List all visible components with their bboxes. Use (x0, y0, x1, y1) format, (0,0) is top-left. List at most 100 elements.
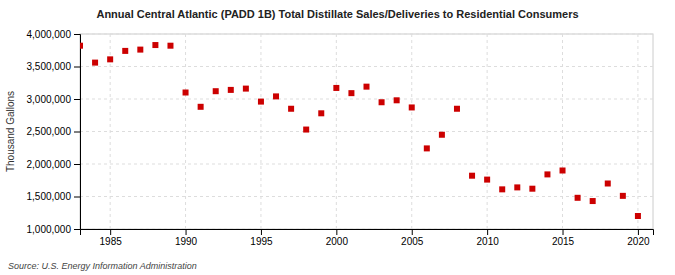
point (560, 168, 566, 174)
point (167, 43, 173, 49)
points (80, 42, 641, 219)
point (258, 99, 264, 105)
x-tick-mark (186, 229, 187, 235)
y-tick-label: 2,000,000 (27, 159, 72, 170)
y-axis-line (74, 35, 81, 230)
grid (80, 34, 653, 229)
x-tick-label: 1985 (100, 236, 123, 247)
y-tick: 1,000,000 (27, 224, 81, 235)
point (620, 193, 626, 199)
y-tick-label: 3,500,000 (27, 61, 72, 72)
y-tick: 4,000,000 (27, 29, 81, 40)
x-tick-mark (336, 229, 337, 235)
x-tick-label: 2005 (401, 236, 424, 247)
point (439, 132, 445, 138)
point (152, 42, 158, 48)
x-tick-mark (412, 229, 413, 235)
y-tick: 2,500,000 (27, 126, 81, 137)
point (122, 48, 128, 54)
x-tick-mark (563, 229, 564, 235)
point (107, 56, 113, 62)
x-axis: 1985 1990 1995 2000 2005 2010 2015 2020 (81, 229, 654, 247)
title: Annual Central Atlantic (PADD 1B) Total … (96, 8, 578, 20)
y-axis-label: Thousand Gallons (5, 91, 16, 172)
point (213, 88, 219, 94)
y-tick: 2,000,000 (27, 159, 81, 170)
y-grid-line (80, 99, 653, 100)
plot: 1985 1990 1995 2000 2005 2010 2015 2020 1,000,00… (27, 29, 654, 247)
y-tick: 1,500,000 (27, 191, 81, 202)
y-tick-mark (74, 164, 80, 165)
y-tick-label: 1,500,000 (27, 191, 72, 202)
point (364, 84, 370, 90)
x-tick-mark (487, 229, 488, 235)
x-tick-label: 1995 (250, 236, 273, 247)
x-tick-label: 1990 (175, 236, 198, 247)
point (590, 198, 596, 204)
x-tick-mark (110, 229, 111, 235)
point (575, 195, 581, 201)
x-grid-line (487, 34, 488, 229)
point (605, 181, 611, 187)
point (409, 104, 415, 110)
x-grid-line (336, 34, 337, 229)
y-tick-mark (74, 67, 80, 68)
x-tick-mark (638, 229, 639, 235)
point (454, 106, 460, 112)
point (243, 86, 249, 92)
x-tick-label: 2020 (627, 236, 650, 247)
x-tick-label: 2010 (477, 236, 500, 247)
point (348, 90, 354, 96)
x-tick: 2005 (401, 229, 424, 247)
y-grid-line (80, 131, 653, 132)
x-tick-label: 2015 (552, 236, 575, 247)
x-tick: 1985 (100, 229, 123, 247)
x-grid-line (185, 34, 186, 229)
y-grid-line (80, 66, 653, 67)
point (635, 213, 641, 219)
x-tick: 2020 (627, 229, 650, 247)
y-tick-label: 2,500,000 (27, 126, 72, 137)
point (80, 43, 83, 49)
y-tick-label: 3,000,000 (27, 94, 72, 105)
y-tick-mark (74, 132, 80, 133)
x-tick: 1995 (250, 229, 273, 247)
x-tick-mark (261, 229, 262, 235)
y-tick-mark (74, 229, 80, 230)
y-grid-line (80, 164, 653, 165)
y-tick-mark (74, 197, 80, 198)
point (273, 93, 279, 99)
y-axis: 1,000,000 1,500,000 2,000,000 2,500,000 3,00… (27, 29, 81, 235)
y-tick-mark (74, 99, 80, 100)
point (333, 85, 339, 91)
y-tick-label: 1,000,000 (27, 224, 72, 235)
x-axis-line (81, 230, 654, 236)
point (484, 177, 490, 183)
y-tick: 3,500,000 (27, 61, 81, 72)
point (544, 171, 550, 177)
point (137, 47, 143, 53)
y-grid-line (80, 34, 653, 35)
chart: 1985 1990 1995 2000 2005 2010 2015 2020 1,000,00… (0, 0, 675, 275)
point (529, 186, 535, 192)
x-tick: 2015 (552, 229, 575, 247)
x-tick-label: 2000 (326, 236, 349, 247)
point (379, 99, 385, 105)
point (288, 106, 294, 112)
x-tick: 2010 (477, 229, 500, 247)
point (394, 97, 400, 103)
plot-frame (80, 34, 653, 229)
y-tick-mark (74, 34, 80, 35)
point (318, 110, 324, 116)
source-note: Source: U.S. Energy Information Administ… (8, 261, 197, 271)
point (228, 87, 234, 93)
y-tick: 3,000,000 (27, 94, 81, 105)
y-tick-label: 4,000,000 (27, 29, 72, 40)
point (198, 104, 204, 110)
point (469, 173, 475, 179)
point (92, 60, 98, 66)
point (499, 186, 505, 192)
x-tick: 2000 (326, 229, 349, 247)
x-tick: 1990 (175, 229, 198, 247)
y-grid-line (80, 196, 653, 197)
